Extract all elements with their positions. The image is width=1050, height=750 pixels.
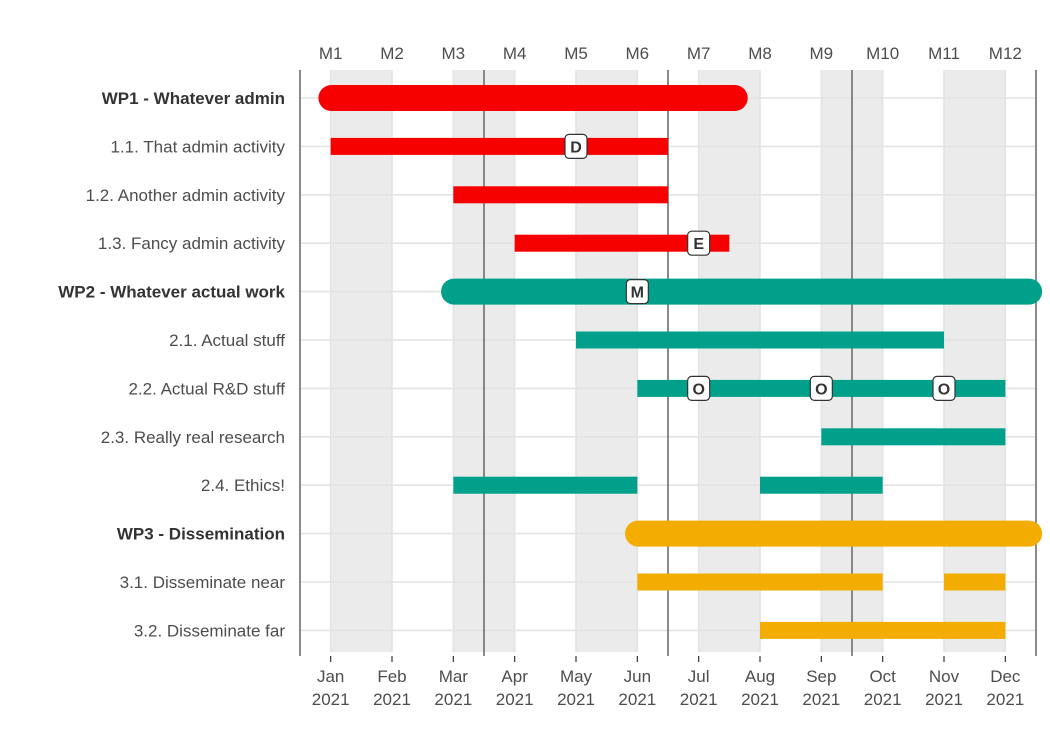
task-bar [514,234,730,252]
shade-band-1 [330,70,392,652]
bottom-month-axis: Jan 2021 Feb 2021 Mar 2021 Apr 2021 May 2021 Jun 20… [312,656,1024,709]
marker-m: M [625,279,649,305]
marker-label: O [938,381,950,398]
bottom-month-label: Mar [439,667,469,686]
task-bar [453,476,638,494]
wp-bar-wp1 [318,85,748,111]
wp-label: WP2 - Whatever actual work [58,283,285,302]
task-label: 1.2. Another admin activity [86,186,286,205]
shade-band-4 [698,70,760,652]
task-label: 3.1. Disseminate near [120,573,286,592]
shade-band-6 [944,70,1006,652]
bottom-month-label: Jan [317,667,344,686]
wp-bar-wp2 [441,278,1043,305]
task-bars [318,85,1043,639]
task-labels: WP1 - Whatever admin 1.1. That admin acti… [58,89,285,640]
task-bar [821,428,1006,446]
marker-label: O [815,381,827,398]
bottom-year-label: 2021 [618,690,656,709]
top-month-label: M9 [810,44,834,63]
marker-box [809,375,833,401]
marker-label: E [693,236,704,253]
top-month-label: M7 [687,44,711,63]
marker-o: O [687,375,711,401]
marker-box [564,133,588,159]
marker-box [932,375,956,401]
bottom-year-label: 2021 [864,690,902,709]
marker-e: E [687,230,711,256]
marker-d: D [564,133,588,159]
task-label: 1.3. Fancy admin activity [98,234,286,253]
marker-box [687,230,711,256]
top-month-label: M6 [626,44,650,63]
bottom-month-label: Oct [869,667,896,686]
top-month-label: M8 [748,44,772,63]
bottom-month-label: Aug [745,667,775,686]
top-month-label: M5 [564,44,588,63]
task-bar [760,476,883,494]
top-month-label: M11 [928,44,960,63]
top-month-label: M3 [442,44,466,63]
bottom-year-label: 2021 [434,690,472,709]
task-label: 1.1. That admin activity [111,137,286,156]
bottom-month-label: Feb [377,667,406,686]
bottom-year-label: 2021 [986,690,1024,709]
wp-label: WP1 - Whatever admin [102,89,285,108]
bottom-year-label: 2021 [496,690,534,709]
task-bar [637,573,883,591]
task-label: 2.2. Actual R&D stuff [128,379,285,398]
bottom-month-label: Sep [806,667,836,686]
top-month-label: M4 [503,44,527,63]
bottom-month-label: May [560,667,593,686]
wp-bar-wp3 [625,520,1043,547]
top-month-label: M10 [866,44,899,63]
marker-label: M [631,285,644,302]
task-bar [944,573,1006,591]
marker-o: O [932,375,956,401]
marker-label: D [570,139,582,156]
bottom-year-label: 2021 [741,690,779,709]
marker-o: O [809,375,833,401]
task-bar [330,137,668,155]
bottom-month-label: Dec [990,667,1021,686]
task-bar [453,186,668,204]
task-label: 2.3. Really real research [101,428,285,447]
quarter-lines [299,70,1037,656]
milestone-markers: D E M O O O [564,133,956,401]
bottom-month-label: Apr [501,667,528,686]
bottom-month-label: Jun [624,667,651,686]
task-label: 2.4. Ethics! [201,476,285,495]
top-month-label: M1 [319,44,343,63]
bottom-year-label: 2021 [312,690,350,709]
bottom-month-label: Nov [929,667,960,686]
marker-box [625,279,649,305]
wp-label: WP3 - Dissemination [117,525,285,544]
bottom-year-label: 2021 [802,690,840,709]
shade-band-3 [576,70,638,652]
marker-label: O [692,381,704,398]
top-month-label: M2 [380,44,404,63]
task-bar [760,621,1006,639]
task-label: 3.2. Disseminate far [134,621,286,640]
bottom-year-label: 2021 [373,690,411,709]
bottom-month-label: Jul [688,667,710,686]
bottom-year-label: 2021 [925,690,963,709]
bottom-year-label: 2021 [557,690,595,709]
top-month-label: M12 [989,44,1022,63]
task-bar [576,331,944,349]
task-label: 2.1. Actual stuff [169,331,285,350]
bottom-year-label: 2021 [680,690,718,709]
top-month-axis: M1 M2 M3 M4 M5 M6 M7 M8 M9 M10 M11 M12 [319,44,1022,63]
marker-box [687,375,711,401]
